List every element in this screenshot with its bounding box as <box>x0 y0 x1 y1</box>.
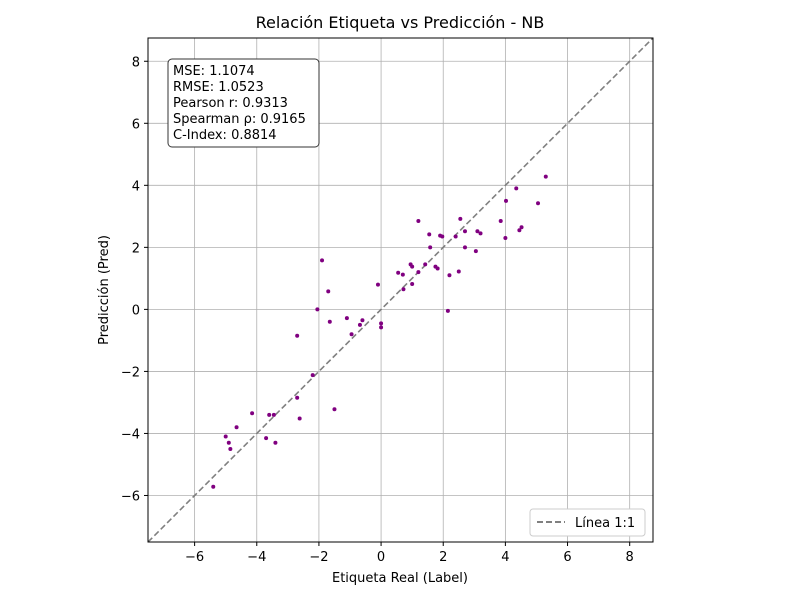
stats-line-pearson: Pearson r: 0.9313 <box>173 96 288 111</box>
x-tick-label: 0 <box>377 550 385 565</box>
legend-label-identity-line: Línea 1:1 <box>575 516 635 531</box>
scatter-point <box>295 395 300 400</box>
x-tick-label: 8 <box>626 550 634 565</box>
scatter-point <box>478 231 483 236</box>
scatter-point <box>435 266 440 271</box>
x-tick-label: −2 <box>309 550 328 565</box>
scatter-point <box>226 440 231 445</box>
stats-box: MSE: 1.1074 RMSE: 1.0523 Pearson r: 0.93… <box>167 58 320 148</box>
scatter-point <box>223 434 228 439</box>
y-tick-label: −4 <box>121 427 140 442</box>
scatter-point <box>349 332 354 337</box>
grid-lines <box>148 38 653 542</box>
scatter-point <box>250 411 255 416</box>
y-axis-ticks: −6 −4 −2 0 2 4 6 8 <box>121 55 148 504</box>
identity-line-layer <box>148 38 653 542</box>
y-tick-label: 6 <box>132 117 140 132</box>
y-tick-label: 0 <box>132 303 140 318</box>
scatter-point <box>445 308 450 313</box>
scatter-point <box>473 249 478 254</box>
scatter-points <box>211 174 548 489</box>
y-tick-label: 4 <box>132 179 140 194</box>
x-tick-label: 4 <box>501 550 509 565</box>
stats-line-rmse: RMSE: 1.0523 <box>173 80 264 95</box>
y-axis-label: Predicción (Pred) <box>97 235 112 345</box>
stats-line-cindex: C-Index: 0.8814 <box>173 128 277 143</box>
y-tick-label: 8 <box>132 55 140 70</box>
scatter-point <box>458 216 463 221</box>
scatter-point <box>357 322 362 327</box>
scatter-point <box>320 258 325 263</box>
stats-box-frame <box>167 58 320 148</box>
scatter-point <box>375 282 380 287</box>
legend-frame <box>529 508 646 537</box>
x-tick-label: −6 <box>185 550 204 565</box>
legend: Línea 1:1 <box>529 508 646 537</box>
scatter-point <box>264 436 269 441</box>
scatter-point <box>396 270 401 275</box>
x-axis-label: Etiqueta Real (Label) <box>332 571 468 586</box>
scatter-point <box>401 287 406 292</box>
scatter-point <box>379 321 384 326</box>
stats-line-mse: MSE: 1.1074 <box>173 64 255 79</box>
scatter-point <box>428 245 433 250</box>
scatter-point <box>326 289 331 294</box>
scatter-point <box>344 316 349 321</box>
y-tick-label: −6 <box>121 489 140 504</box>
scatter-point <box>416 270 421 275</box>
scatter-point <box>315 307 320 312</box>
scatter-point <box>310 373 315 378</box>
y-tick-label: −2 <box>121 365 140 380</box>
x-tick-label: 6 <box>563 550 571 565</box>
x-axis-ticks: −6 −4 −2 0 2 4 6 8 <box>185 542 634 565</box>
scatter-point <box>410 264 415 269</box>
stats-line-spearman: Spearman ρ: 0.9165 <box>173 112 306 127</box>
scatter-point <box>400 272 405 277</box>
scatter-point <box>536 201 541 206</box>
x-tick-label: −4 <box>247 550 266 565</box>
x-tick-label: 2 <box>439 550 447 565</box>
scatter-point <box>447 273 452 278</box>
scatter-point <box>517 228 522 233</box>
scatter-point <box>456 269 461 274</box>
scatter-point <box>519 225 524 230</box>
scatter-point <box>297 416 302 421</box>
scatter-point <box>440 234 445 239</box>
scatter-point <box>453 234 458 239</box>
scatter-point <box>475 229 480 234</box>
scatter-point <box>503 236 508 241</box>
identity-line <box>148 38 653 542</box>
scatter-point <box>410 281 415 286</box>
scatter-point <box>462 245 467 250</box>
scatter-point <box>427 232 432 237</box>
scatter-point <box>543 174 548 179</box>
scatter-point <box>273 440 278 445</box>
scatter-point <box>211 484 216 489</box>
scatter-point <box>504 198 509 203</box>
scatter-point <box>514 186 519 191</box>
scatter-point <box>295 333 300 338</box>
scatter-point <box>462 229 467 234</box>
scatter-point <box>267 412 272 417</box>
scatter-point <box>271 412 276 417</box>
chart-title: Relación Etiqueta vs Predicción - NB <box>256 13 545 32</box>
scatter-point <box>379 325 384 330</box>
plot-frame <box>147 37 654 543</box>
scatter-point <box>416 218 421 223</box>
scatter-point <box>327 319 332 324</box>
scatter-point <box>423 262 428 267</box>
scatter-point <box>498 218 503 223</box>
scatter-point <box>228 446 233 451</box>
y-tick-label: 2 <box>132 241 140 256</box>
scatter-point <box>332 407 337 412</box>
scatter-point <box>234 425 239 430</box>
scatter-point <box>360 318 365 323</box>
